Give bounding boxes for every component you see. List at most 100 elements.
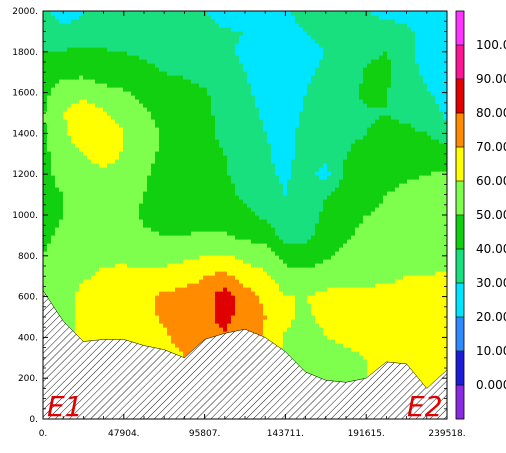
heatmap-cell <box>111 267 116 272</box>
heatmap-cell <box>443 347 447 352</box>
heatmap-cell <box>299 347 304 352</box>
heatmap-cell <box>335 315 340 320</box>
heatmap-cell <box>331 271 336 276</box>
heatmap-cell <box>199 279 204 284</box>
heatmap-cell <box>367 251 372 256</box>
heatmap-cell <box>331 335 336 340</box>
heatmap-cell <box>259 291 264 296</box>
heatmap-cell <box>395 271 400 276</box>
heatmap-cell <box>183 271 188 276</box>
heatmap-cell <box>203 303 208 308</box>
heatmap-cell <box>387 347 392 352</box>
heatmap-cell <box>55 231 60 236</box>
heatmap-cell <box>311 287 316 292</box>
heatmap-cell <box>247 295 252 300</box>
heatmap-cell <box>395 227 400 232</box>
heatmap-cell <box>79 311 84 316</box>
heatmap-cell <box>415 267 420 272</box>
heatmap-cell <box>67 267 72 272</box>
heatmap-cell <box>267 291 272 296</box>
heatmap-cell <box>415 359 420 364</box>
heatmap-cell <box>187 275 192 280</box>
heatmap-cell <box>427 291 432 296</box>
heatmap-cell <box>139 327 144 332</box>
heatmap-cell <box>343 351 348 356</box>
heatmap-cell <box>291 331 296 336</box>
heatmap-cell <box>219 319 224 324</box>
heatmap-cell <box>223 299 228 304</box>
heatmap-cell <box>423 343 428 348</box>
heatmap-cell <box>215 259 220 264</box>
heatmap-cell <box>399 311 404 316</box>
heatmap-cell <box>379 343 384 348</box>
heatmap-cell <box>411 247 416 252</box>
heatmap-cell <box>51 263 56 268</box>
heatmap-cell <box>419 323 424 328</box>
heatmap-cell <box>391 275 396 280</box>
heatmap-cell <box>247 315 252 320</box>
heatmap-cell <box>119 307 124 312</box>
heatmap-cell <box>339 231 344 236</box>
heatmap-cell <box>59 223 64 228</box>
heatmap-cell <box>415 335 420 340</box>
heatmap-cell <box>435 223 440 228</box>
heatmap-cell <box>231 279 236 284</box>
heatmap-cell <box>415 319 420 324</box>
heatmap-cell <box>331 363 336 368</box>
heatmap-cell <box>431 303 436 308</box>
heatmap-cell <box>319 279 324 284</box>
heatmap-cell <box>203 315 208 320</box>
heatmap-cell <box>347 291 352 296</box>
heatmap-cell <box>387 259 392 264</box>
heatmap-cell <box>439 231 444 236</box>
heatmap-cell <box>327 303 332 308</box>
heatmap-cell <box>363 311 368 316</box>
heatmap-cell <box>391 335 396 340</box>
heatmap-cell <box>339 235 344 240</box>
heatmap-cell <box>167 299 172 304</box>
heatmap-cell <box>411 259 416 264</box>
heatmap-cell <box>155 323 160 328</box>
heatmap-cell <box>63 319 68 324</box>
heatmap-cell <box>439 251 444 256</box>
heatmap-cell <box>391 351 396 356</box>
heatmap-cell <box>99 227 104 232</box>
heatmap-cell <box>139 255 144 260</box>
heatmap-cell <box>291 327 296 332</box>
heatmap-cell <box>327 351 332 356</box>
heatmap-cell <box>211 271 216 276</box>
heatmap-cell <box>319 319 324 324</box>
heatmap-cell <box>255 299 260 304</box>
heatmap-cell <box>171 275 176 280</box>
heatmap-cell <box>275 339 280 344</box>
heatmap-cell <box>331 299 336 304</box>
heatmap-cell <box>143 287 148 292</box>
heatmap-cell <box>51 235 56 240</box>
heatmap-cell <box>355 319 360 324</box>
heatmap-cell <box>83 219 88 224</box>
heatmap-cell <box>311 311 316 316</box>
heatmap-cell <box>271 287 276 292</box>
heatmap-cell <box>399 347 404 352</box>
heatmap-cell <box>255 227 260 232</box>
heatmap-cell <box>291 247 296 252</box>
heatmap-cell <box>247 251 252 256</box>
heatmap-cell <box>287 319 292 324</box>
heatmap-cell <box>423 227 428 232</box>
heatmap-cell <box>251 287 256 292</box>
heatmap-cell <box>363 307 368 312</box>
heatmap-cell <box>187 279 192 284</box>
heatmap-cell <box>383 231 388 236</box>
heatmap-cell <box>107 223 112 228</box>
heatmap-cell <box>383 279 388 284</box>
heatmap-cell <box>391 255 396 260</box>
heatmap-cell <box>407 231 412 236</box>
heatmap-cell <box>255 287 260 292</box>
heatmap-cell <box>335 371 340 376</box>
heatmap-cell <box>403 275 408 280</box>
heatmap-cell <box>431 331 436 336</box>
heatmap-cell <box>107 315 112 320</box>
heatmap-cell <box>259 223 264 228</box>
heatmap-cell <box>343 323 348 328</box>
heatmap-cell <box>363 227 368 232</box>
